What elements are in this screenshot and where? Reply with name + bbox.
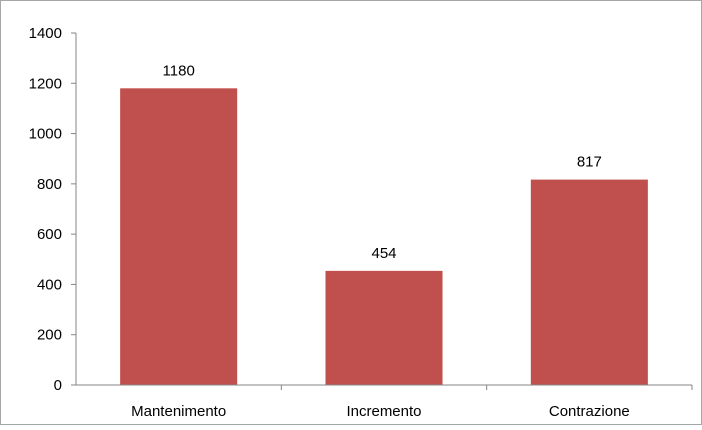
bars (120, 88, 648, 386)
y-tick-label: 0 (54, 377, 62, 394)
bar-incremento (325, 270, 443, 385)
x-axis-labels: Mantenimento Incremento Contrazione (131, 385, 693, 420)
data-label: 817 (577, 154, 602, 171)
bar-contrazione (530, 179, 648, 385)
data-label: 1180 (163, 62, 195, 79)
y-tick-label: 600 (37, 226, 62, 243)
y-tick-label: 400 (37, 276, 62, 293)
y-tick-label: 1000 (29, 126, 62, 143)
x-tick-label: Contrazione (549, 403, 630, 420)
y-axis-ticks: 0 200 400 600 800 1000 1200 1400 (29, 25, 76, 394)
bar-mantenimento (120, 88, 238, 386)
x-tick-label: Mantenimento (131, 403, 226, 420)
y-tick-label: 1400 (29, 25, 62, 42)
y-tick-label: 1200 (29, 75, 62, 92)
y-tick-label: 200 (37, 327, 62, 344)
data-labels: 1180 454 817 (163, 62, 602, 262)
x-tick-label: Incremento (346, 403, 421, 420)
data-label: 454 (371, 245, 396, 262)
y-tick-label: 800 (37, 176, 62, 193)
